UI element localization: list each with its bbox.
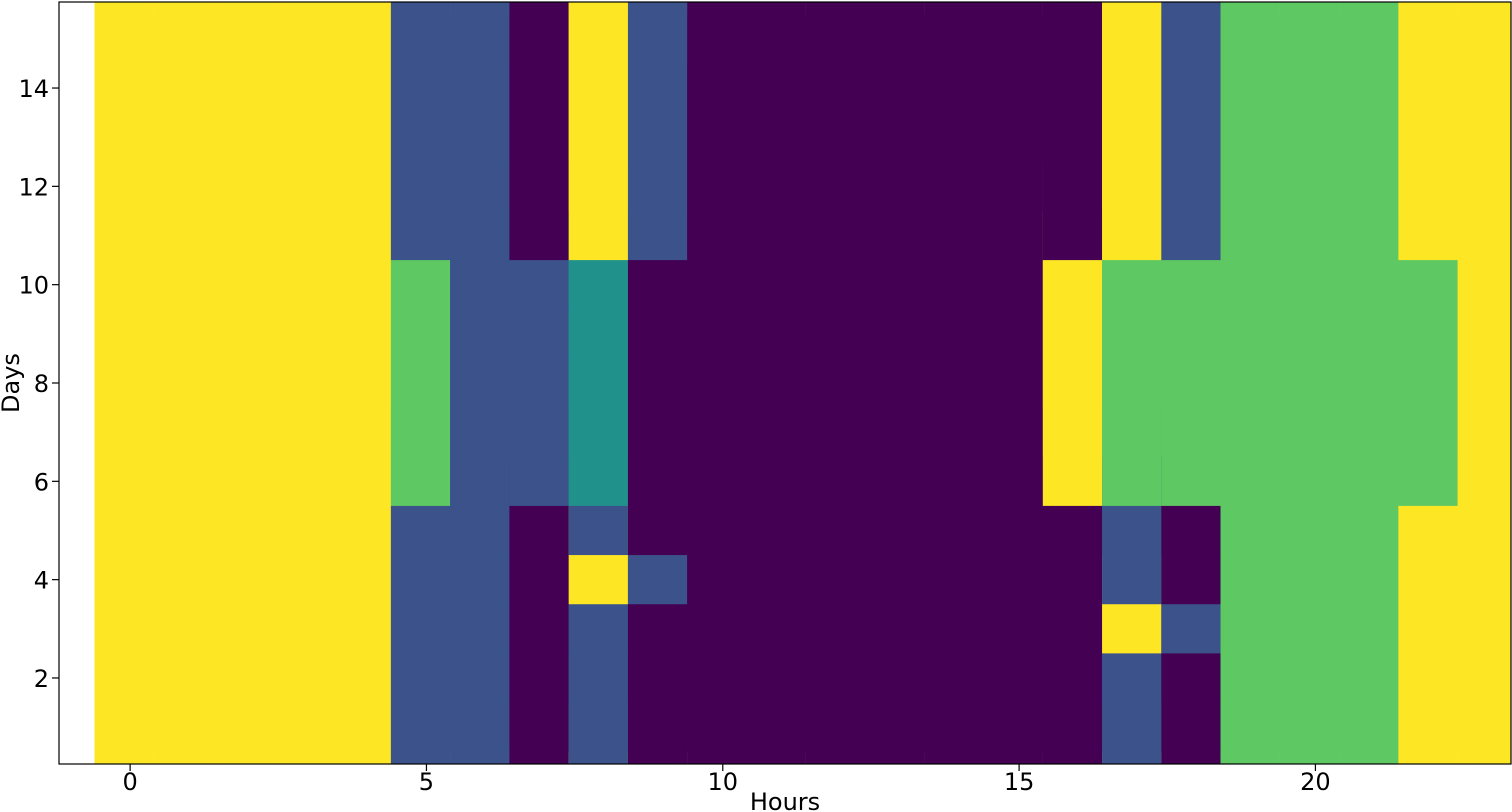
- heatmap-cell-day15-hour1: [153, 2, 214, 162]
- y-axis-ticks: 2 4 6 8 10 12 14: [18, 75, 59, 693]
- heatmap-cell-day15-hour19: [1220, 2, 1280, 162]
- y-tick-label: 8: [34, 370, 49, 398]
- x-tick-label: 10: [707, 768, 738, 796]
- heatmap-cells: [94, 2, 1511, 764]
- heatmap-cell-day15-hour0: [94, 2, 154, 162]
- heatmap-cell-day15-hour20: [1279, 2, 1340, 162]
- x-tick-label: 0: [122, 768, 137, 796]
- heatmap-cell-day15-hour3: [272, 2, 332, 162]
- y-tick-label: 10: [18, 272, 49, 300]
- heatmap-cell-day15-hour13: [865, 2, 925, 162]
- x-tick-label: 5: [419, 768, 434, 796]
- heatmap-cell-day15-hour4: [331, 2, 391, 162]
- heatmap-cell-day15-hour21: [1339, 2, 1399, 162]
- heatmap-cell-day15-hour22: [1398, 2, 1458, 162]
- heatmap-cell-day15-hour5: [390, 2, 451, 162]
- heatmap-cell-day15-hour11: [746, 2, 806, 162]
- x-tick-label: 15: [1004, 768, 1035, 796]
- heatmap-cell-day15-hour12: [805, 2, 866, 162]
- y-tick-label: 4: [34, 567, 49, 595]
- heatmap-cell-day15-hour18: [1161, 2, 1221, 162]
- heatmap-cell-day15-hour15: [983, 2, 1043, 162]
- heatmap-cell-day15-hour9: [627, 2, 688, 162]
- heatmap-cell-day15-hour7: [509, 2, 569, 162]
- heatmap-cell-day15-hour17: [1102, 2, 1162, 162]
- x-tick-label: 20: [1300, 768, 1331, 796]
- heatmap-cell-day15-hour10: [687, 2, 747, 162]
- x-axis-label: Hours: [750, 788, 820, 812]
- heatmap-cell-day15-hour6: [450, 2, 510, 162]
- y-axis-label: Days: [0, 353, 25, 413]
- heatmap-cell-day15-hour23: [1457, 2, 1511, 162]
- y-tick-label: 14: [18, 75, 49, 103]
- x-axis-ticks: 0 5 10 15 20: [122, 764, 1331, 796]
- heatmap-cell-day15-hour8: [568, 2, 628, 162]
- y-tick-label: 6: [34, 468, 49, 496]
- heatmap-cell-day15-hour2: [213, 2, 273, 162]
- y-tick-label: 2: [34, 665, 49, 693]
- heatmap-cell-day15-hour16: [1042, 2, 1103, 162]
- y-tick-label: 12: [18, 173, 49, 201]
- heatmap-cell-day15-hour14: [924, 2, 984, 162]
